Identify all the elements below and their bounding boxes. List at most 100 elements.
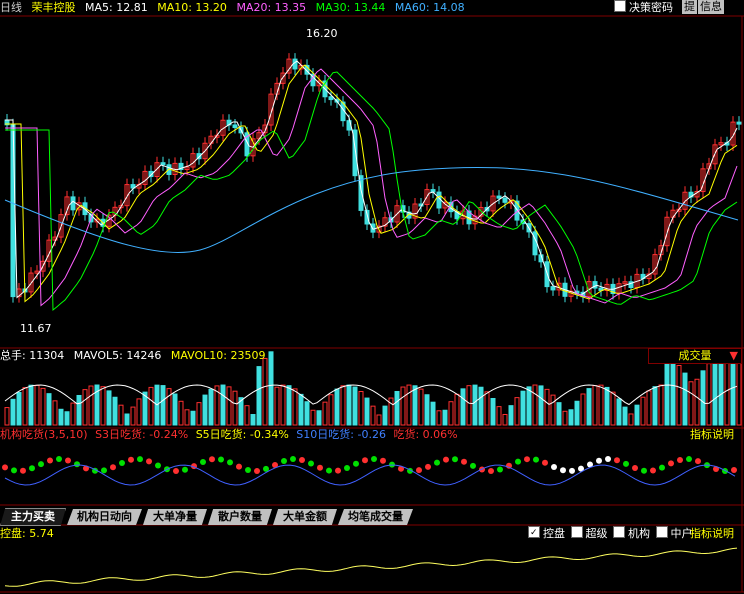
jigou-dot	[2, 464, 8, 471]
volume-bar	[394, 390, 400, 426]
volume-bar	[340, 385, 346, 426]
kongpan-options: 控盘 超级 机构 中户	[528, 526, 693, 542]
volume-bar	[382, 405, 388, 426]
jigou-dot	[380, 457, 386, 464]
jigou-dot	[155, 462, 161, 469]
jigou-dot	[551, 463, 557, 470]
ma60-value: MA60: 14.08	[394, 1, 465, 14]
period-label[interactable]: 日线	[0, 1, 22, 14]
jigou-dot	[335, 467, 341, 474]
jigou-check-icon[interactable]	[613, 526, 625, 538]
volume-bar	[718, 354, 724, 426]
candle-body	[718, 142, 724, 146]
ti-button[interactable]: 提	[682, 0, 697, 14]
candle-body	[202, 142, 208, 160]
candle-body	[376, 225, 382, 233]
candle-body	[232, 124, 238, 129]
mavol10-value: MAVOL10: 23509	[170, 349, 266, 362]
volume-bar	[64, 411, 70, 426]
jigou-dot	[209, 456, 215, 463]
volume-bar	[580, 393, 586, 426]
kongpan-check-icon[interactable]	[528, 526, 540, 538]
volume-bar	[370, 405, 376, 426]
candle-body	[328, 96, 334, 101]
candle-body	[28, 272, 34, 293]
candle-body	[196, 153, 202, 160]
candle-body	[262, 124, 268, 134]
jigou-dot	[578, 465, 584, 472]
ma10-value: MA10: 13.20	[157, 1, 227, 14]
jigou-title: 机构吃货(3,5,10)	[0, 428, 88, 441]
candle-body	[730, 121, 736, 146]
tab-junbi[interactable]: 均笔成交量	[338, 509, 413, 525]
volume-bar	[22, 387, 28, 426]
volume-bar	[550, 394, 556, 426]
volume-bar	[82, 389, 88, 426]
kongpan-help-link[interactable]: 指标说明	[690, 527, 734, 540]
chaoji-check-icon[interactable]	[570, 526, 583, 538]
jigou-dot	[515, 458, 521, 465]
kongpan-value: 控盘: 5.74	[0, 527, 54, 540]
jigou-dot	[299, 457, 305, 464]
volume-bar	[622, 406, 628, 426]
zhonghu-check-icon[interactable]	[655, 526, 668, 538]
indicator-dropdown[interactable]: 成交量 ▼	[648, 348, 742, 364]
tab-jigou[interactable]: 机构日动向	[67, 509, 142, 525]
volume-bar	[274, 386, 280, 426]
info-button[interactable]: 信息	[698, 0, 724, 14]
volume-bar	[292, 388, 298, 426]
volume-bar	[676, 365, 682, 426]
jigou-dot	[101, 467, 107, 474]
volume-bar	[388, 397, 394, 426]
ma5-value: MA5: 12.81	[85, 1, 148, 14]
stock-name[interactable]: 荣丰控股	[31, 1, 76, 14]
volume-bar	[484, 391, 490, 426]
jigou-dot	[56, 456, 62, 463]
jueche-checkbox[interactable]: 决策密码	[614, 0, 673, 14]
volume-bar	[256, 366, 262, 426]
volume-bar	[430, 401, 436, 426]
jigou-dot	[200, 458, 206, 465]
candle-body	[124, 184, 130, 207]
volume-bar	[700, 370, 706, 426]
jigou-header: 机构吃货(3,5,10) S3日吃货: -0.24% S5日吃货: -0.34%…	[0, 427, 458, 443]
jigou-dot	[695, 458, 701, 465]
volume-bar	[58, 408, 64, 426]
volume-bar	[556, 402, 562, 426]
jigou-dot	[20, 467, 26, 474]
candle-body	[130, 184, 136, 189]
volume-bar	[250, 414, 256, 426]
volume-bar	[604, 386, 610, 426]
jigou-dot	[236, 463, 242, 470]
jigou-help-link[interactable]: 指标说明	[690, 428, 734, 441]
volume-bar	[160, 385, 166, 426]
candle-body	[424, 189, 430, 205]
tab-dadan-jine[interactable]: 大单金额	[273, 509, 337, 525]
volume-bar	[526, 386, 532, 426]
jigou-dot	[218, 456, 224, 463]
jigou-dot	[605, 456, 611, 463]
jigou-dot	[128, 456, 134, 463]
volume-bar	[442, 409, 448, 426]
volume-bar	[658, 384, 664, 426]
mavol5-line	[4, 384, 738, 406]
candle-body	[550, 286, 556, 291]
ma10-line	[5, 64, 738, 303]
jigou-dot	[29, 465, 35, 472]
tab-dadan-jingliang[interactable]: 大单净量	[143, 509, 207, 525]
jigou-dot	[497, 466, 503, 473]
jigou-dot	[137, 456, 143, 463]
jigou-dot	[182, 466, 188, 473]
jueche-check-icon[interactable]	[614, 0, 626, 12]
volume-bar	[40, 387, 46, 426]
volume-bar	[4, 407, 10, 426]
volume-bar	[532, 384, 538, 426]
today-value: 吃货: 0.06%	[393, 428, 458, 441]
ma30-value: MA30: 13.44	[315, 1, 386, 14]
jigou-dot	[632, 465, 638, 472]
volume-bar	[178, 400, 184, 426]
tab-zhuli[interactable]: 主力买卖	[0, 508, 66, 526]
tab-sanhu[interactable]: 散户数量	[208, 509, 272, 525]
candle-body	[352, 129, 358, 177]
